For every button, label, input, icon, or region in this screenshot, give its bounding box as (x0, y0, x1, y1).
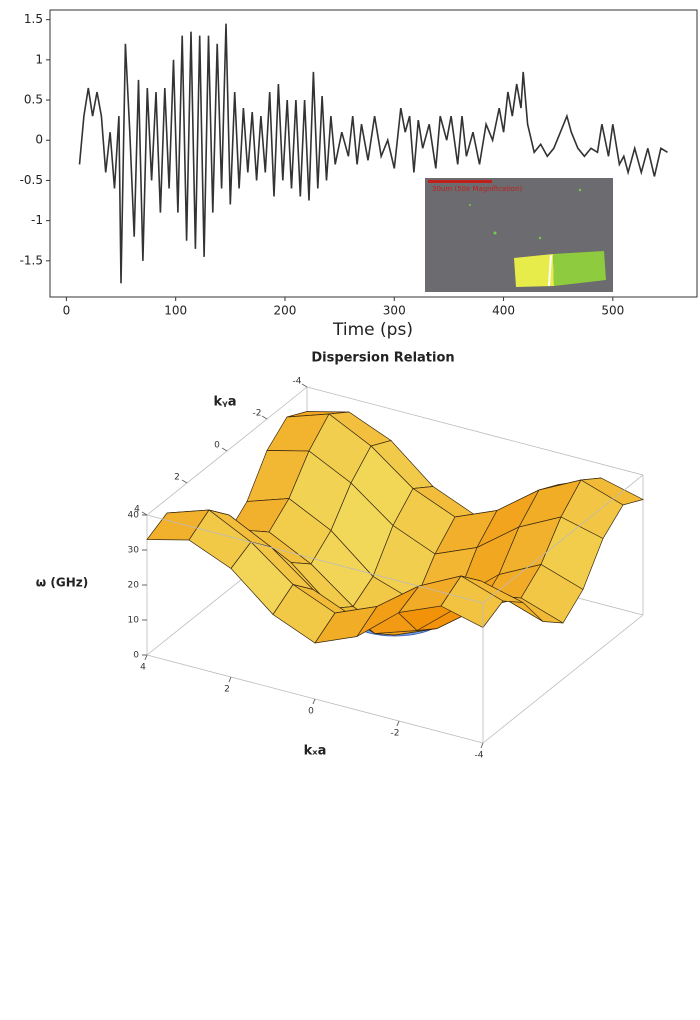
x-tick (480, 742, 484, 749)
x-tick-label: 500 (601, 304, 624, 318)
y-tick-label: 0 (35, 133, 43, 147)
box-edge (482, 614, 644, 744)
x-tick-label: 4 (140, 663, 146, 673)
z-tick-label: 40 (128, 511, 140, 521)
box-edge (306, 386, 644, 476)
x-tick-label: 200 (274, 304, 297, 318)
x-tick-label: 0 (308, 707, 314, 717)
box-edge (482, 474, 644, 604)
y-tick-label: 0 (214, 441, 220, 451)
x-tick (312, 698, 316, 705)
x-tick (228, 676, 232, 683)
y-tick-label: -4 (293, 377, 302, 387)
y-tick (181, 479, 188, 484)
x-tick-label: 0 (63, 304, 71, 318)
y-tick-label: -1 (31, 213, 43, 227)
y-tick-label: -0.5 (20, 173, 43, 187)
box-edge (146, 514, 484, 604)
x-tick-label: -4 (475, 751, 484, 761)
x-axis-label: Time (ps) (332, 320, 413, 340)
y-tick (221, 447, 228, 452)
y-tick (301, 383, 308, 388)
speck (469, 204, 471, 206)
z-tick-label: 10 (128, 616, 140, 626)
speck (578, 188, 582, 192)
x-tick-label: 300 (383, 304, 406, 318)
line-chart: -1.5 -1 -0.5 0 0.5 1 1.5 0 100 200 300 400 500 (20, 12, 668, 318)
y-tick-label: 1.5 (24, 12, 43, 26)
x-tick-label: 100 (164, 304, 187, 318)
x-tick-label: 400 (492, 304, 515, 318)
inset-label: 30um (50x Magnification) (432, 185, 523, 193)
flake (514, 254, 554, 287)
y-tick-label: -1.5 (20, 253, 43, 267)
x-tick (396, 720, 400, 727)
chart-title: Dispersion Relation (311, 351, 454, 366)
z-tick-label: 30 (128, 546, 140, 556)
y-axis-label: kᵧa (214, 395, 237, 410)
x-axis-label: kₓa (304, 744, 327, 759)
inset-image: 30um (50x Magnification) (425, 178, 613, 292)
x-tick-label: -2 (391, 729, 400, 739)
flake-edge (548, 254, 552, 287)
scale-bar (428, 180, 492, 183)
data-line (78, 23, 668, 284)
y-tick-label: 4 (134, 505, 140, 515)
surface-patch (440, 575, 504, 628)
y-tick (261, 415, 268, 420)
y-tick-label: -2 (253, 409, 262, 419)
y-tick-label: 2 (174, 473, 180, 483)
z-tick-label: 20 (128, 581, 140, 591)
y-tick-label: 0.5 (24, 93, 43, 107)
x-tick (144, 654, 148, 661)
speck (493, 231, 497, 235)
x-tick-label: 2 (224, 685, 230, 695)
z-axis-label: ω (GHz) (36, 576, 88, 590)
y-tick (141, 511, 148, 516)
y-tick-label: 1 (35, 52, 43, 66)
speck (538, 236, 542, 240)
flake (553, 251, 606, 286)
plot-frame (49, 9, 698, 298)
z-tick-label: 0 (133, 651, 139, 661)
